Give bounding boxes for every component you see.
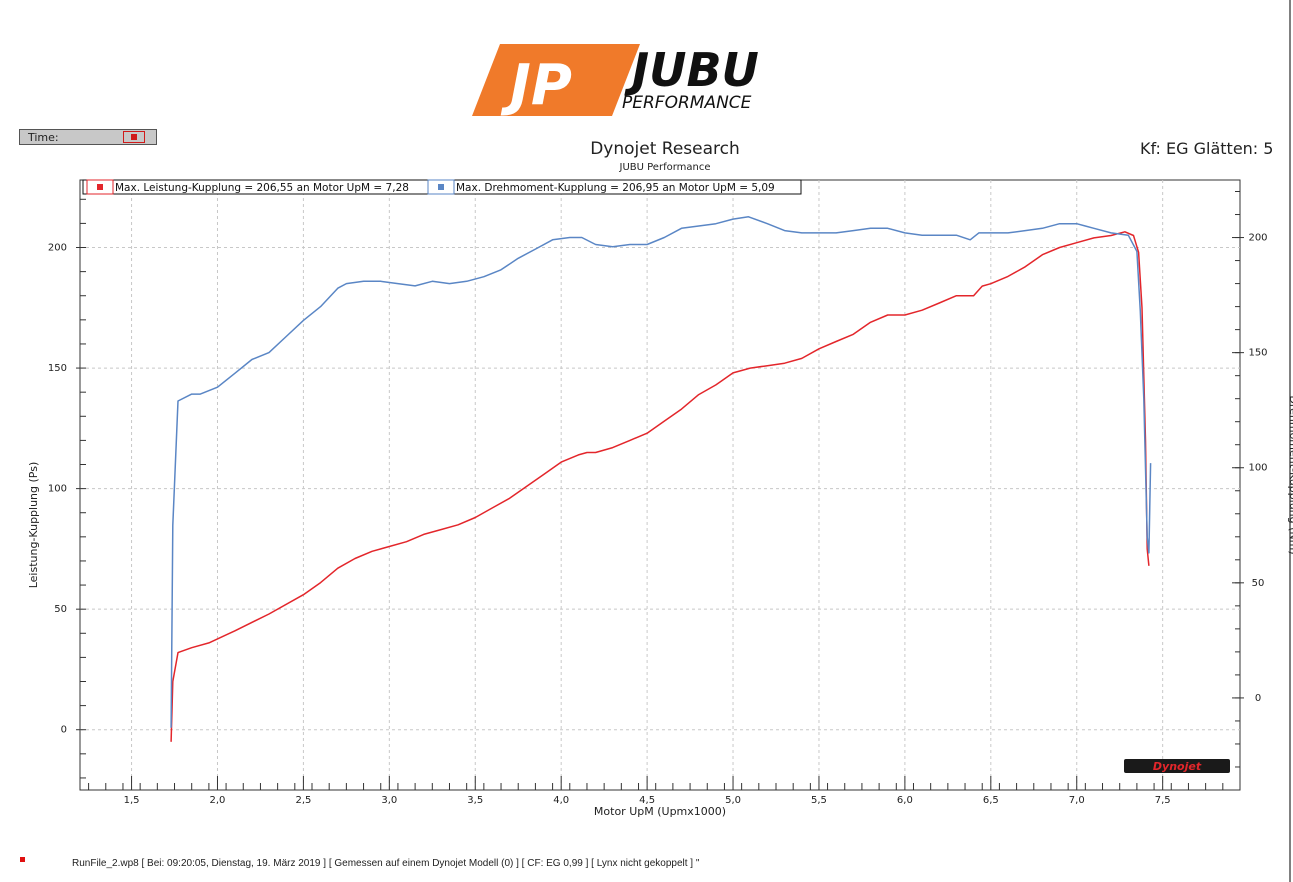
series-line-drehmoment-kupplung (170, 216, 1152, 728)
logo-tagline: PERFORMANCE (622, 93, 752, 113)
time-marker[interactable] (123, 131, 145, 143)
logo-name: JUBU (624, 43, 759, 97)
watermark-badge (1124, 759, 1230, 773)
x-tick-label: 6,5 (983, 795, 999, 806)
plot-area (79, 179, 1241, 791)
x-tick-label: 2,0 (210, 795, 226, 806)
y-right-tick-label: 50 (1252, 578, 1265, 589)
x-tick-label: 1,5 (124, 795, 140, 806)
y-left-axis-title: Leistung-Kupplung (Ps) (27, 462, 40, 589)
smoothing-info: Kf: EG Glätten: 5 (1140, 139, 1274, 158)
time-control[interactable]: Time: (19, 129, 157, 145)
chart-title: Dynojet Research (590, 139, 740, 159)
y-right-tick-label: 0 (1255, 693, 1261, 704)
x-tick-label: 7,0 (1069, 795, 1085, 806)
x-tick-label: 5,5 (811, 795, 827, 806)
chart-subtitle: JUBU Performance (619, 162, 711, 173)
chart-legend: Max. Leistung-Kupplung = 206,55 an Motor… (82, 179, 802, 195)
y-left-tick-label: 0 (61, 725, 67, 736)
y-right-tick-label: 200 (1248, 233, 1267, 244)
legend-power-label: Max. Leistung-Kupplung = 206,55 an Motor… (115, 182, 409, 194)
window-right-border (1289, 0, 1291, 882)
x-tick-label: 5,0 (725, 795, 741, 806)
y-left-tick-label: 50 (54, 604, 67, 615)
x-tick-label: 6,0 (897, 795, 913, 806)
dynojet-watermark: Dynojet (1124, 759, 1230, 773)
x-tick-label: 2,5 (295, 795, 311, 806)
legend-torque-swatch (438, 184, 444, 190)
x-tick-label: 3,5 (467, 795, 483, 806)
legend-power-swatch (97, 184, 103, 190)
x-tick-label: 4,0 (553, 795, 569, 806)
y-right-tick-label: 150 (1248, 348, 1267, 359)
series-line-leistung-kupplung (170, 231, 1150, 742)
footer-run-marker (20, 857, 25, 862)
x-axis-title: Motor UpM (Upmx1000) (594, 805, 726, 818)
y-left-tick-label: 150 (48, 363, 67, 374)
y-left-tick-label: 200 (48, 243, 67, 254)
x-tick-label: 7,5 (1155, 795, 1171, 806)
logo-mark: JP (500, 53, 572, 118)
footer-run-info: RunFile_2.wp8 [ Bei: 09:20:05, Dienstag,… (72, 858, 700, 869)
y-right-tick-label: 100 (1248, 463, 1267, 474)
y-right-axis-title: Drehmoment-Kupplung (Nm) (1287, 395, 1293, 554)
jubu-performance-logo: JP JUBU PERFORMANCE (472, 43, 759, 118)
x-tick-label: 3,0 (381, 795, 397, 806)
time-label: Time: (28, 131, 59, 144)
x-tick-label: 4,5 (639, 795, 655, 806)
y-left-tick-label: 100 (48, 484, 67, 495)
legend-torque-label: Max. Drehmoment-Kupplung = 206,95 an Mot… (456, 182, 775, 194)
watermark-text: Dynojet (1153, 760, 1202, 773)
